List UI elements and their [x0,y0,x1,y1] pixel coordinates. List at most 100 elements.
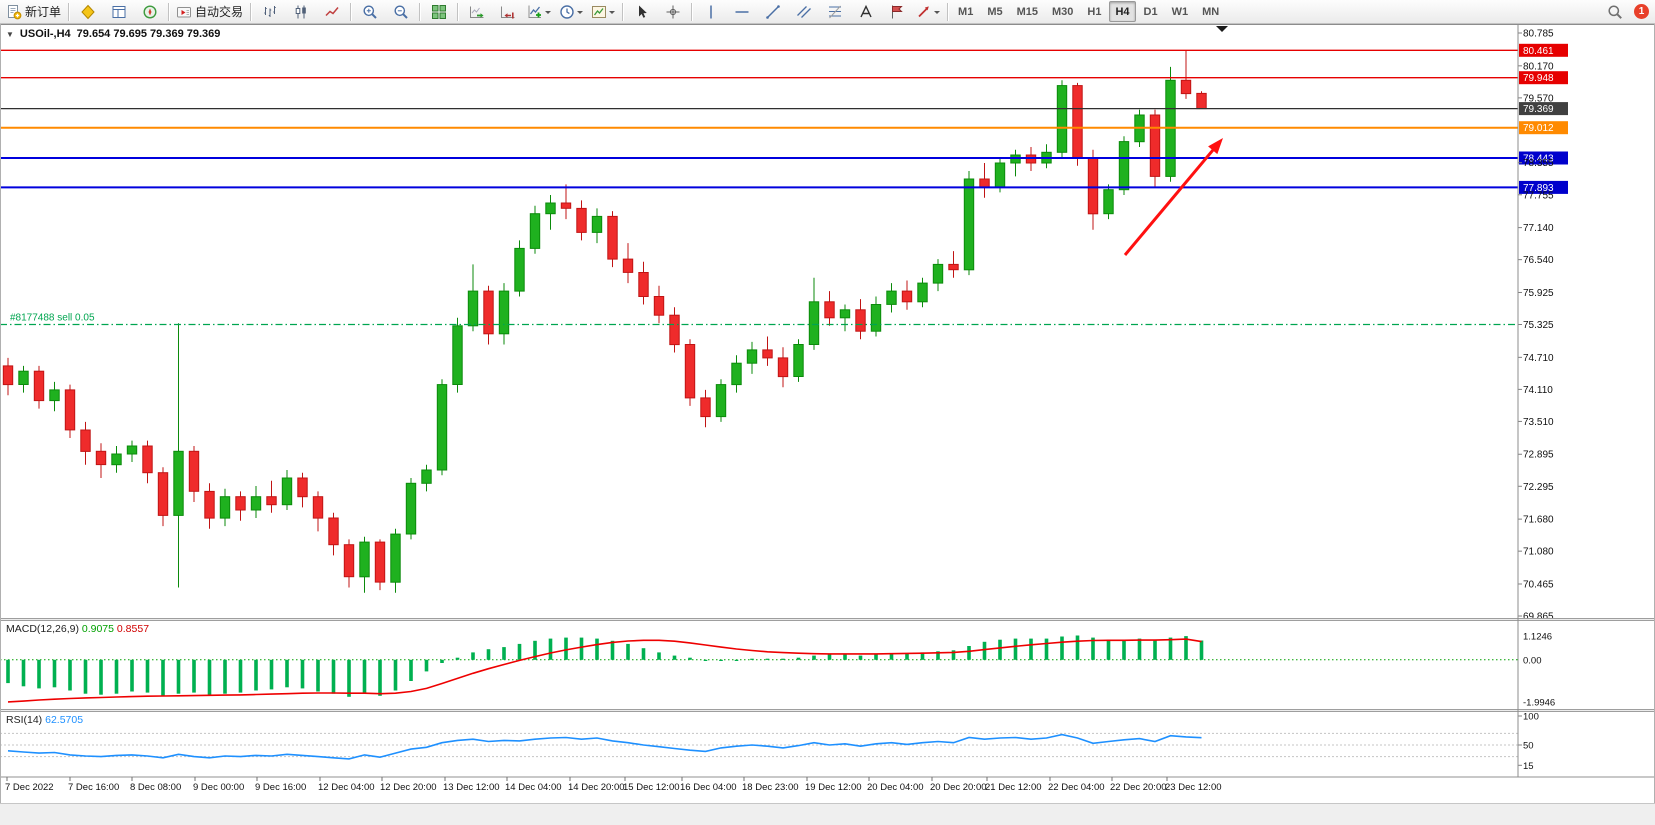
templates-button[interactable] [588,0,618,23]
toolbar-separator [68,2,70,21]
svg-text:74.710: 74.710 [1523,353,1554,364]
svg-text:50: 50 [1523,741,1534,752]
text-button[interactable] [851,0,880,23]
navigator-icon [142,4,158,20]
svg-text:79.570: 79.570 [1523,93,1554,104]
market-watch-button[interactable] [73,0,102,23]
svg-text:20 Dec 04:00: 20 Dec 04:00 [867,782,924,793]
tf-button-m5[interactable]: M5 [987,5,1003,18]
svg-text:22 Dec 04:00: 22 Dec 04:00 [1048,782,1105,793]
svg-text:9 Dec 16:00: 9 Dec 16:00 [255,782,306,793]
channel-button[interactable] [789,0,818,23]
svg-text:#8177488 sell 0.05: #8177488 sell 0.05 [10,313,95,324]
toolbar-separator [250,2,252,21]
svg-text:77.755: 77.755 [1523,190,1554,201]
crosshair-button[interactable] [658,0,687,23]
periods-icon [559,4,575,20]
tf-button-w1[interactable]: W1 [1171,5,1189,18]
zoom-out-button[interactable] [386,0,415,23]
chart-shift-icon [500,4,516,20]
line-chart-button[interactable] [317,0,346,23]
tf-button-m30[interactable]: M30 [1052,5,1074,18]
svg-text:77.140: 77.140 [1523,223,1554,234]
line-chart-icon [324,4,340,20]
status-bar [0,803,1655,825]
svg-text:73.510: 73.510 [1523,417,1554,428]
trendline-button[interactable] [758,0,787,23]
indicators-icon [527,4,543,20]
vline-icon [703,4,719,20]
dropdown-caret-icon [934,10,941,17]
dropdown-caret-icon [577,10,584,17]
candlestick-icon [293,4,309,20]
navigator-button[interactable] [135,0,164,23]
tf-button-mn[interactable]: MN [1202,5,1220,18]
toolbar-separator [622,2,624,21]
zoom-out-icon [393,4,409,20]
label-button[interactable] [882,0,911,23]
svg-text:19 Dec 12:00: 19 Dec 12:00 [805,782,862,793]
bar-chart-icon [262,4,278,20]
auto-trading-button[interactable]: 自动交易 [173,0,246,23]
svg-text:13 Dec 12:00: 13 Dec 12:00 [443,782,500,793]
svg-text:70.465: 70.465 [1523,579,1554,590]
templates-icon [591,4,607,20]
svg-text:71.680: 71.680 [1523,515,1554,526]
indicators-button[interactable] [524,0,554,23]
auto-scroll-button[interactable] [462,0,491,23]
text-icon [858,4,874,20]
svg-text:74.110: 74.110 [1523,385,1553,396]
auto-scroll-icon [469,4,485,20]
svg-text:80.461: 80.461 [1523,46,1554,57]
new-order-button-label: 新订单 [25,5,62,19]
trendline-icon [765,4,781,20]
chart-dropdown-icon[interactable]: ▼ [6,29,14,39]
svg-text:69.865: 69.865 [1523,612,1554,623]
toolbar-separator [691,2,693,21]
toolbar-separator [419,2,421,21]
candlestick-button[interactable] [286,0,315,23]
chart-shift-button[interactable] [493,0,522,23]
tf-button-h4[interactable]: H4 [1109,1,1136,22]
tile-windows-icon [431,4,447,20]
zoom-in-button[interactable] [355,0,384,23]
tf-button-d1[interactable]: D1 [1143,5,1158,18]
fibonacci-icon [827,4,843,20]
svg-text:14 Dec 20:00: 14 Dec 20:00 [568,782,625,793]
cursor-button[interactable] [627,0,656,23]
bar-chart-button[interactable] [255,0,284,23]
periods-button[interactable] [556,0,586,23]
tf-button-m15[interactable]: M15 [1016,5,1038,18]
tf-button-h1[interactable]: H1 [1087,5,1102,18]
chart-area[interactable]: #8177488 sell 0.05 80.461 79.948 79.369 79.0… [0,24,1655,803]
hline-button[interactable] [727,0,756,23]
notification-badge[interactable]: 1 [1634,4,1649,19]
svg-text:12 Dec 20:00: 12 Dec 20:00 [380,782,437,793]
toolbar-separator [947,2,949,21]
fibonacci-button[interactable] [820,0,849,23]
toolbar-separator [350,2,352,21]
svg-text:14 Dec 04:00: 14 Dec 04:00 [505,782,562,793]
label-icon [889,4,905,20]
tf-button-m1[interactable]: M1 [958,5,974,18]
svg-text:79.012: 79.012 [1523,123,1554,134]
svg-text:20 Dec 20:00: 20 Dec 20:00 [930,782,987,793]
vline-button[interactable] [696,0,725,23]
svg-text:9 Dec 00:00: 9 Dec 00:00 [193,782,244,793]
data-window-button[interactable] [104,0,133,23]
svg-text:80.785: 80.785 [1523,29,1554,40]
svg-text:23 Dec 12:00: 23 Dec 12:00 [1165,782,1222,793]
price-chart: #8177488 sell 0.05 80.461 79.948 79.369 79.0… [0,24,1655,803]
auto-trading-icon [176,4,192,20]
svg-text:79.948: 79.948 [1523,73,1554,84]
svg-text:7 Dec 16:00: 7 Dec 16:00 [68,782,119,793]
shapes-button[interactable] [913,0,943,23]
tile-windows-button[interactable] [424,0,453,23]
svg-text:22 Dec 20:00: 22 Dec 20:00 [1110,782,1167,793]
svg-text:1.1246: 1.1246 [1523,632,1552,643]
svg-text:-1.9946: -1.9946 [1523,698,1555,709]
new-order-button[interactable]: 新订单 [3,0,64,23]
svg-text:100: 100 [1523,712,1539,723]
search-button[interactable] [1600,0,1629,23]
